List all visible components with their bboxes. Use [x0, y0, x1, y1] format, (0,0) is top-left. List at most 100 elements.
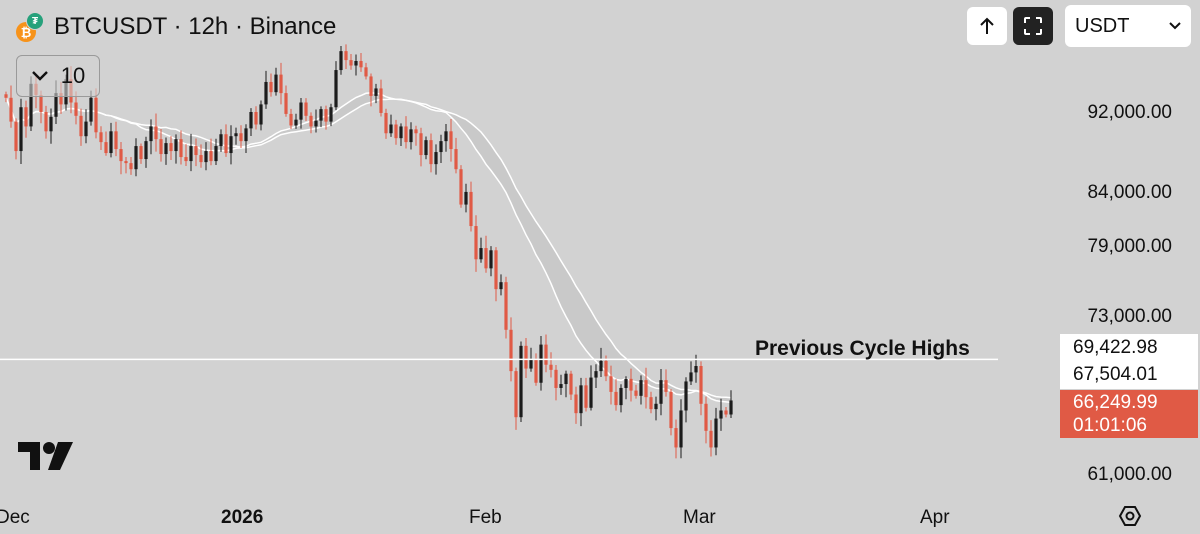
arrow-up-icon: [980, 17, 994, 34]
candle-body: [184, 157, 188, 162]
candle-body: [264, 81, 268, 105]
candle-body: [414, 129, 418, 134]
candle-body: [454, 149, 458, 170]
candle-body: [269, 81, 273, 93]
candle-body: [329, 107, 333, 122]
fullscreen-button[interactable]: [1013, 7, 1053, 45]
time-axis-label: Mar: [683, 507, 716, 528]
candle-body: [599, 360, 603, 372]
candle-body: [399, 126, 403, 139]
candle-body: [529, 359, 533, 369]
chevron-down-icon: [31, 71, 48, 81]
candle-body: [219, 134, 223, 147]
candle-body: [294, 119, 298, 126]
candles-group: [4, 44, 733, 459]
candle-body: [189, 146, 193, 162]
candle-body: [394, 124, 398, 139]
candle-body: [509, 329, 513, 372]
time-axis-label: Apr: [920, 507, 950, 528]
candle-body: [284, 93, 288, 114]
candle-body: [209, 151, 213, 162]
bar-countdown: 01:01:06: [1073, 415, 1147, 436]
candle-body: [649, 397, 653, 410]
candle-body: [89, 97, 93, 122]
price-axis-label: 79,000.00: [1087, 236, 1172, 257]
candle-body: [169, 143, 173, 152]
candle-body: [174, 139, 178, 152]
candle-body: [439, 141, 443, 153]
candle-body: [59, 93, 63, 105]
candle-body: [334, 70, 338, 108]
candle-body: [14, 121, 18, 152]
candle-body: [604, 360, 608, 377]
candle-body: [139, 146, 143, 160]
candle-body: [154, 126, 158, 140]
time-axis-label: Dec: [0, 507, 30, 528]
candle-body: [679, 410, 683, 448]
candle-body: [564, 373, 568, 385]
candle-body: [384, 112, 388, 134]
band-price-tag: 67,504.01: [1060, 361, 1198, 389]
candle-body: [464, 191, 468, 205]
candle-body: [204, 151, 208, 163]
candle-body: [129, 163, 133, 170]
candle-body: [709, 430, 713, 448]
candle-body: [144, 141, 148, 160]
price-axis-label: 73,000.00: [1087, 306, 1172, 327]
candle-body: [369, 76, 373, 96]
candle-body: [124, 161, 128, 164]
scroll-up-button[interactable]: [967, 7, 1007, 45]
candle-body: [319, 109, 323, 121]
indicators-toggle[interactable]: 10: [16, 55, 100, 97]
candle-body: [639, 380, 643, 396]
candle-body: [449, 131, 453, 150]
candle-body: [624, 378, 628, 388]
candle-body: [259, 104, 263, 125]
candle-body: [704, 403, 708, 431]
candle-body: [409, 129, 413, 143]
candle-body: [94, 97, 98, 133]
time-axis-label: Feb: [469, 507, 502, 528]
candle-body: [304, 102, 308, 116]
price-axis-label: 61,000.00: [1087, 464, 1172, 485]
candle-body: [239, 133, 243, 142]
chart-title[interactable]: ₿ ₮ BTCUSDT · 12h · Binance: [16, 12, 336, 42]
currency-select[interactable]: USDT: [1065, 5, 1191, 47]
candle-body: [589, 377, 593, 408]
tradingview-logo-icon[interactable]: [18, 440, 74, 477]
candle-body: [424, 140, 428, 156]
btc-usdt-icon: ₿ ₮: [16, 12, 46, 42]
candle-body: [594, 371, 598, 378]
candle-body: [339, 51, 343, 71]
time-axis-label: 2026: [221, 507, 264, 528]
candle-body: [534, 359, 538, 383]
candle-body: [99, 132, 103, 143]
indicator-count: 10: [60, 63, 86, 88]
price-axis-label: 84,000.00: [1087, 182, 1172, 203]
settings-icon[interactable]: [1118, 504, 1142, 533]
candle-body: [279, 74, 283, 94]
candle-body: [44, 112, 48, 132]
candle-body: [109, 131, 113, 154]
candle-body: [74, 102, 78, 116]
candle-body: [234, 133, 238, 137]
candle-body: [404, 126, 408, 143]
candle-body: [309, 115, 313, 127]
candle-body: [104, 142, 108, 154]
candle-body: [504, 282, 508, 330]
candle-body: [359, 60, 363, 68]
candle-body: [714, 418, 718, 448]
candle-body: [574, 394, 578, 414]
candle-body: [39, 94, 43, 112]
candle-body: [379, 88, 383, 113]
candle-body: [559, 384, 563, 388]
candle-body: [694, 366, 698, 373]
candle-body: [229, 136, 233, 154]
candle-body: [684, 381, 688, 411]
candle-body: [19, 107, 23, 152]
candle-body: [274, 74, 278, 93]
candle-body: [614, 391, 618, 406]
candle-body: [4, 94, 8, 98]
candle-body: [214, 146, 218, 162]
